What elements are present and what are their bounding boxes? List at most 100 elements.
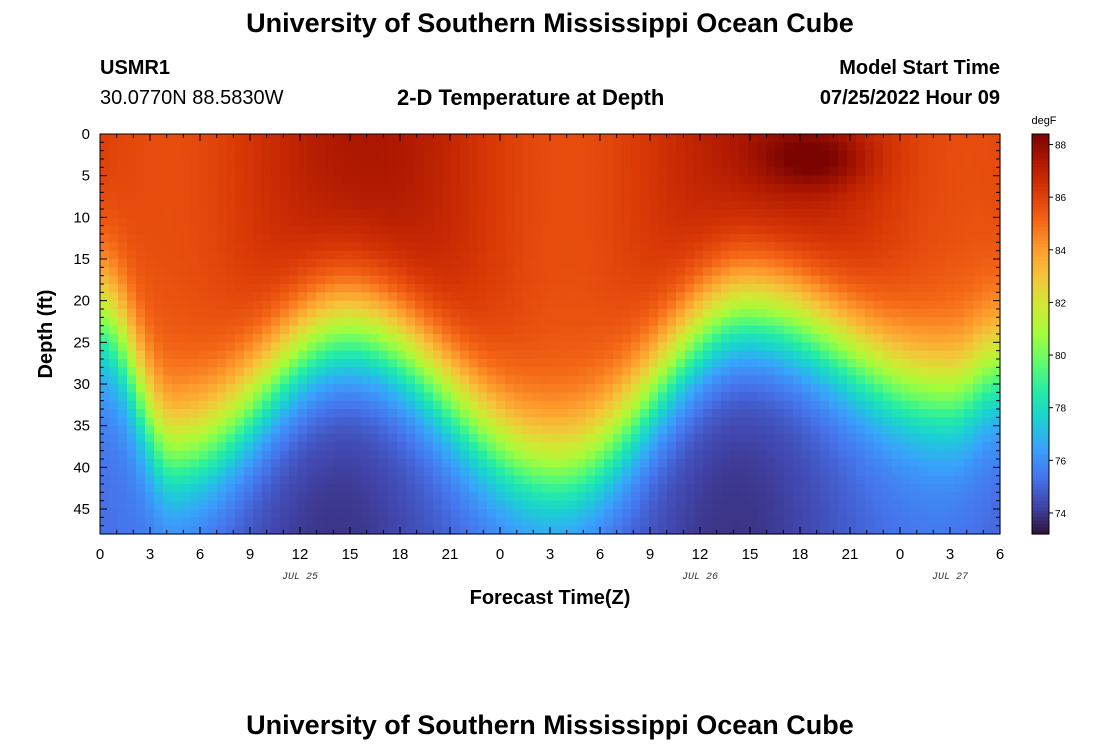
heatmap-cell <box>298 325 308 335</box>
heatmap-cell <box>604 234 614 243</box>
heatmap-cell <box>190 500 200 510</box>
heatmap-cell <box>694 217 704 227</box>
heatmap-cell <box>208 209 218 218</box>
heatmap-cell <box>640 309 650 318</box>
heatmap-cell <box>550 175 560 185</box>
heatmap-cell <box>910 300 920 310</box>
heatmap-cell <box>919 167 929 177</box>
heatmap-cell <box>946 234 956 243</box>
heatmap-cell <box>730 492 740 502</box>
heatmap-cell <box>586 425 596 435</box>
heatmap-cell <box>748 450 758 460</box>
heatmap-cell <box>802 509 812 518</box>
heatmap-cell <box>541 167 551 177</box>
heatmap-cell <box>946 167 956 177</box>
heatmap-cell <box>874 159 884 168</box>
heatmap-cell <box>838 292 848 302</box>
heatmap-cell <box>649 142 659 152</box>
heatmap-cell <box>145 342 155 352</box>
heatmap-cell <box>532 350 542 360</box>
heatmap-cell <box>514 134 524 143</box>
heatmap-cell <box>775 459 785 468</box>
heatmap-cell <box>352 359 362 368</box>
heatmap-cell <box>676 434 686 443</box>
heatmap-cell <box>838 325 848 335</box>
heatmap-cell <box>820 384 830 393</box>
heatmap-cell <box>505 500 515 510</box>
heatmap-cell <box>973 359 983 368</box>
heatmap-cell <box>217 484 227 493</box>
heatmap-cell <box>523 359 533 368</box>
heatmap-cell <box>595 467 605 477</box>
heatmap-cell <box>289 309 299 318</box>
heatmap-cell <box>559 475 569 485</box>
heatmap-cell <box>433 259 443 268</box>
heatmap-cell <box>685 509 695 518</box>
heatmap-cell <box>190 517 200 527</box>
heatmap-cell <box>775 400 785 410</box>
heatmap-cell <box>739 450 749 460</box>
heatmap-cell <box>226 242 236 252</box>
heatmap-cell <box>370 150 380 160</box>
heatmap-cell <box>865 184 875 193</box>
heatmap-cell <box>163 334 173 343</box>
heatmap-cell <box>145 409 155 418</box>
heatmap-cell <box>667 350 677 360</box>
heatmap-cell <box>793 250 803 260</box>
heatmap-cell <box>172 359 182 368</box>
heatmap-cell <box>361 400 371 410</box>
heatmap-cell <box>325 234 335 243</box>
heatmap-cell <box>928 417 938 427</box>
heatmap-cell <box>721 192 731 202</box>
heatmap-cell <box>136 275 146 285</box>
heatmap-cell <box>982 359 992 368</box>
heatmap-cell <box>415 150 425 160</box>
heatmap-cell <box>991 267 1001 277</box>
heatmap-cell <box>775 475 785 485</box>
heatmap-cell <box>649 250 659 260</box>
heatmap-cell <box>694 309 704 318</box>
heatmap-cell <box>415 450 425 460</box>
heatmap-cell <box>847 400 857 410</box>
heatmap-cell <box>586 409 596 418</box>
heatmap-cell <box>901 292 911 302</box>
heatmap-cell <box>289 467 299 477</box>
heatmap-cell <box>991 259 1001 268</box>
heatmap-cell <box>946 284 956 293</box>
heatmap-cell <box>667 492 677 502</box>
heatmap-cell <box>541 392 551 402</box>
heatmap-cell <box>100 525 110 535</box>
heatmap-cell <box>370 350 380 360</box>
heatmap-cell <box>955 159 965 168</box>
heatmap-cell <box>703 159 713 168</box>
heatmap-cell <box>298 484 308 493</box>
heatmap-cell <box>595 325 605 335</box>
heatmap-cell <box>586 275 596 285</box>
heatmap-cell <box>244 450 254 460</box>
heatmap-cell <box>721 217 731 227</box>
heatmap-cell <box>523 259 533 268</box>
heatmap-cell <box>289 500 299 510</box>
heatmap-cell <box>874 259 884 268</box>
heatmap-cell <box>289 350 299 360</box>
heatmap-cell <box>532 309 542 318</box>
heatmap-cell <box>550 509 560 518</box>
heatmap-cell <box>316 409 326 418</box>
heatmap-cell <box>802 367 812 377</box>
heatmap-cell <box>433 375 443 385</box>
heatmap-cell <box>577 284 587 293</box>
heatmap-cell <box>388 200 398 210</box>
heatmap-cell <box>388 342 398 352</box>
heatmap-cell <box>595 234 605 243</box>
heatmap-cell <box>253 375 263 385</box>
heatmap-cell <box>802 284 812 293</box>
heatmap-cell <box>397 409 407 418</box>
heatmap-cell <box>766 492 776 502</box>
heatmap-cell <box>820 467 830 477</box>
heatmap-cell <box>199 184 209 193</box>
heatmap-cell <box>622 292 632 302</box>
heatmap-cell <box>775 284 785 293</box>
heatmap-cell <box>766 475 776 485</box>
heatmap-cell <box>181 175 191 185</box>
heatmap-cell <box>208 442 218 452</box>
